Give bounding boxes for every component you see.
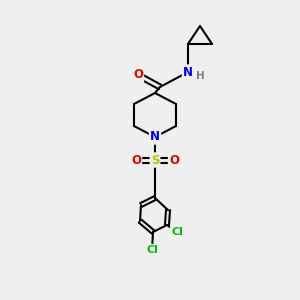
- Text: O: O: [131, 154, 141, 166]
- Text: O: O: [133, 68, 143, 82]
- Text: Cl: Cl: [146, 245, 158, 255]
- Text: H: H: [196, 71, 204, 81]
- Text: N: N: [183, 65, 193, 79]
- Text: N: N: [150, 130, 160, 143]
- Text: Cl: Cl: [171, 227, 183, 237]
- Text: S: S: [151, 154, 159, 166]
- Text: O: O: [169, 154, 179, 166]
